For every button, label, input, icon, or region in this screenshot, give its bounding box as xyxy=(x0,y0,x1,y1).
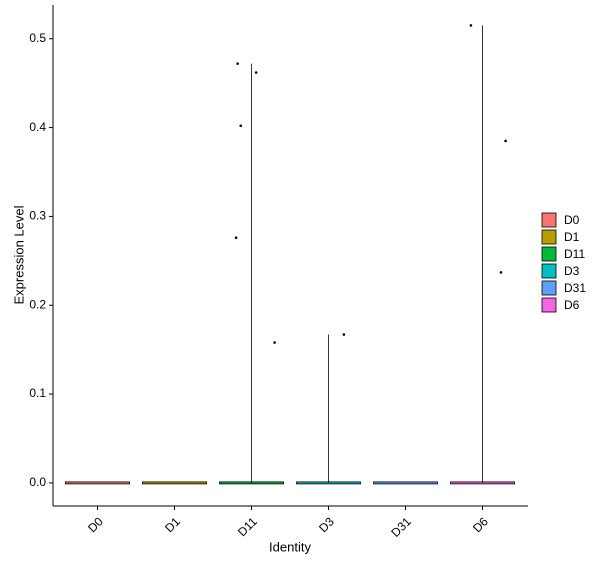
y-axis-title: Expression Level xyxy=(11,205,26,304)
legend-label: D31 xyxy=(564,281,586,295)
x-tick-label: D1 xyxy=(162,514,183,535)
point xyxy=(504,139,507,143)
x-axis-title: Identity xyxy=(269,539,311,554)
x-tick-label: D0 xyxy=(85,514,106,535)
y-tick-label: 0.0 xyxy=(29,475,46,489)
legend-swatch xyxy=(541,246,557,262)
y-tick-label: 0.3 xyxy=(29,209,46,223)
violin xyxy=(65,481,130,485)
y-tick-label: 0.5 xyxy=(29,31,46,45)
legend-label: D3 xyxy=(564,264,580,278)
point xyxy=(469,24,473,27)
legend-swatch xyxy=(541,263,557,279)
point xyxy=(239,124,243,128)
legend-label: D6 xyxy=(564,298,580,312)
legend-swatch xyxy=(541,229,557,245)
violin xyxy=(373,481,438,485)
y-tick-label: 0.1 xyxy=(29,386,46,400)
point xyxy=(342,333,346,336)
violin xyxy=(142,481,207,485)
legend-label: D11 xyxy=(564,247,585,261)
point xyxy=(499,271,503,274)
point xyxy=(236,62,239,65)
x-tick-label: D3 xyxy=(316,514,337,535)
legend-swatch xyxy=(541,212,557,228)
point xyxy=(234,236,238,240)
x-tick-label: D6 xyxy=(470,514,491,535)
legend-label: D0 xyxy=(564,213,580,227)
legend-swatch xyxy=(541,297,557,313)
legend-label: D1 xyxy=(564,230,580,244)
y-tick-label: 0.2 xyxy=(29,297,46,311)
legend-swatch xyxy=(541,280,557,296)
point xyxy=(254,71,258,74)
y-tick-label: 0.4 xyxy=(29,120,46,134)
x-tick-label: D11 xyxy=(235,514,260,539)
x-tick-label: D31 xyxy=(388,514,414,540)
point xyxy=(273,341,276,344)
